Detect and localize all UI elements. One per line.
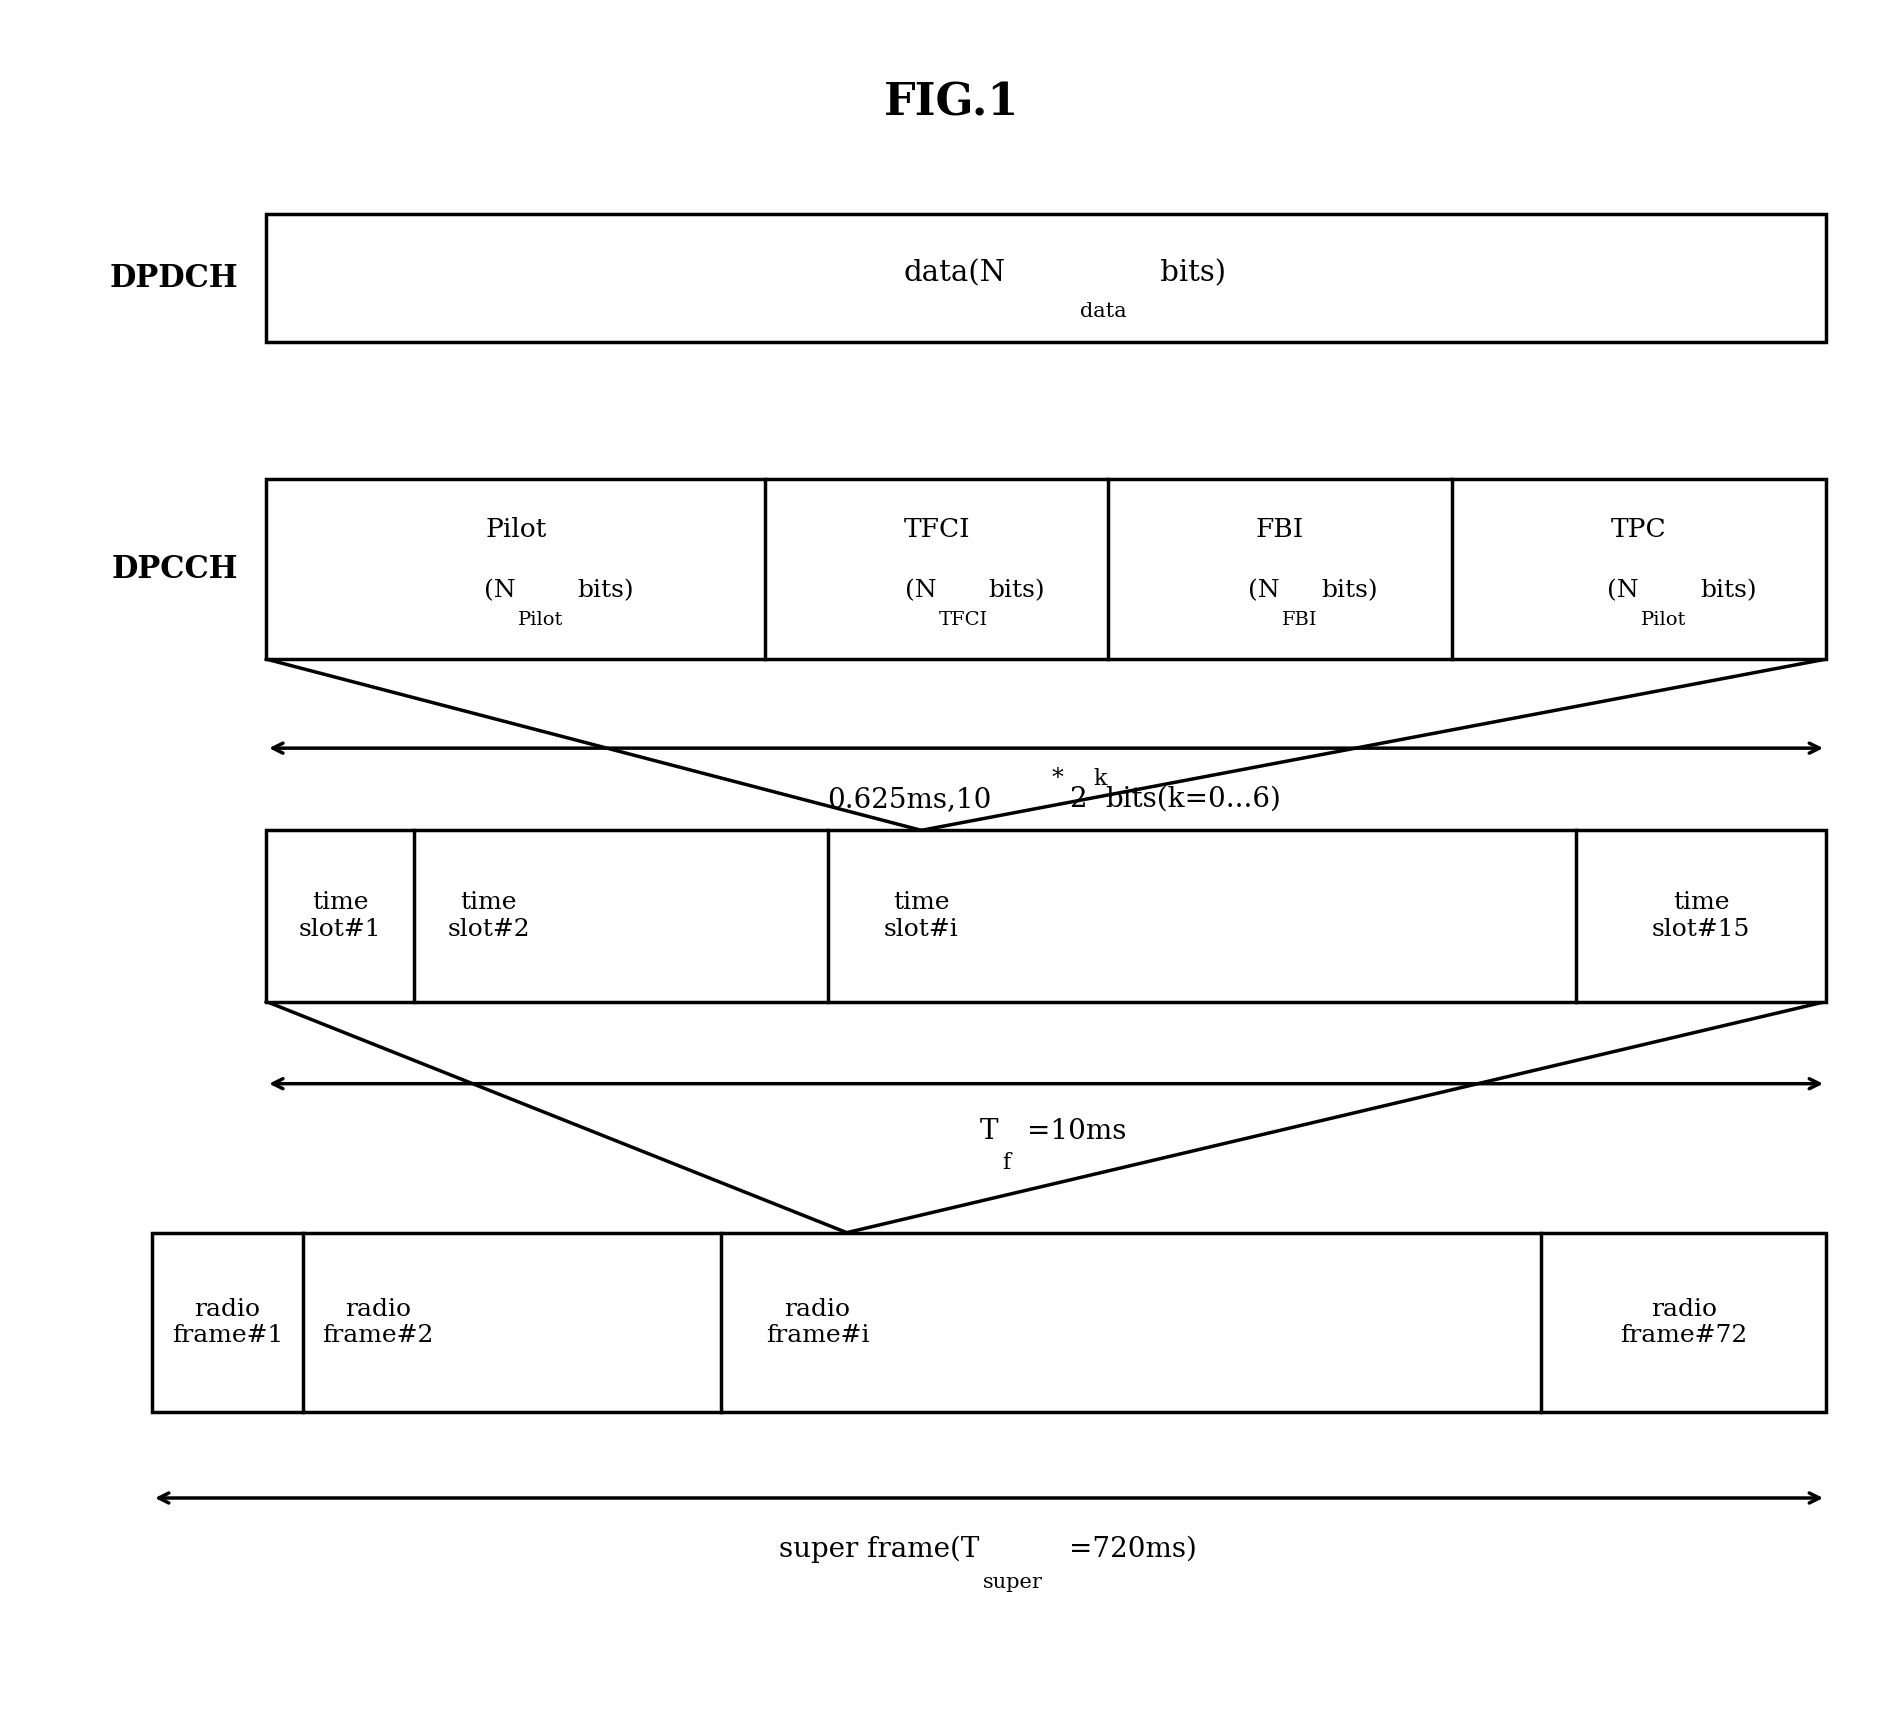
Text: super: super: [983, 1573, 1042, 1592]
Text: radio
frame#i: radio frame#i: [767, 1298, 869, 1347]
Text: data(N: data(N: [903, 259, 1006, 288]
Text: bits): bits): [1151, 259, 1225, 288]
Text: Pilot: Pilot: [485, 517, 546, 543]
Text: *: *: [1052, 767, 1063, 791]
Text: 0.625ms,10: 0.625ms,10: [827, 786, 991, 813]
Text: Pilot: Pilot: [517, 611, 563, 630]
Text: FBI: FBI: [1255, 517, 1305, 543]
Text: bits(k=0...6): bits(k=0...6): [1105, 786, 1280, 813]
Text: k: k: [1094, 769, 1107, 789]
Text: FIG.1: FIG.1: [883, 80, 1019, 125]
Text: 2: 2: [1069, 786, 1086, 813]
Text: radio
frame#2: radio frame#2: [323, 1298, 434, 1347]
FancyBboxPatch shape: [152, 1233, 1826, 1412]
Text: DPCCH: DPCCH: [110, 553, 238, 586]
Text: TPC: TPC: [1611, 517, 1666, 543]
Text: super frame(T: super frame(T: [780, 1536, 980, 1563]
Text: Pilot: Pilot: [1641, 611, 1685, 630]
Text: (N: (N: [905, 579, 938, 603]
Text: TFCI: TFCI: [940, 611, 987, 630]
Text: bits): bits): [1320, 579, 1377, 603]
Text: time
slot#15: time slot#15: [1653, 892, 1750, 940]
Text: f: f: [1002, 1152, 1010, 1174]
Text: TFCI: TFCI: [903, 517, 970, 543]
Text: DPDCH: DPDCH: [108, 262, 238, 294]
Text: time
slot#2: time slot#2: [447, 892, 531, 940]
FancyBboxPatch shape: [266, 830, 1826, 1002]
Text: bits): bits): [989, 579, 1044, 603]
Text: bits): bits): [1700, 579, 1757, 603]
Text: time
slot#1: time slot#1: [299, 892, 382, 940]
Text: radio
frame#1: radio frame#1: [171, 1298, 283, 1347]
Text: (N: (N: [485, 579, 515, 603]
Text: (N: (N: [1248, 579, 1280, 603]
Text: FBI: FBI: [1282, 611, 1318, 630]
Text: (N: (N: [1607, 579, 1640, 603]
Text: T: T: [980, 1118, 999, 1145]
Text: =10ms: =10ms: [1027, 1118, 1126, 1145]
Text: radio
frame#72: radio frame#72: [1621, 1298, 1748, 1347]
Text: data: data: [1080, 301, 1128, 322]
Text: =720ms): =720ms): [1069, 1536, 1196, 1563]
Text: time
slot#i: time slot#i: [884, 892, 959, 940]
FancyBboxPatch shape: [266, 214, 1826, 342]
Text: bits): bits): [578, 579, 633, 603]
FancyBboxPatch shape: [266, 479, 1826, 659]
